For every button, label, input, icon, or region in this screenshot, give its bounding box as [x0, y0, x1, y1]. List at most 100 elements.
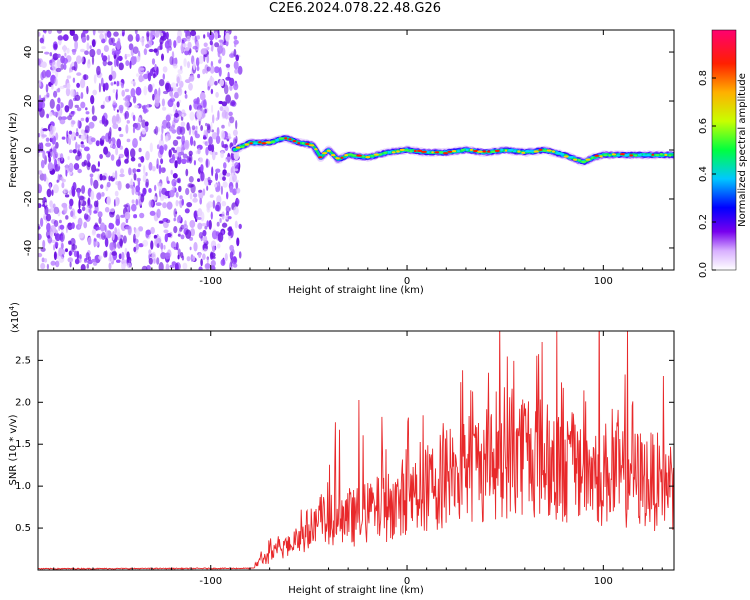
noise-blob: [145, 43, 150, 49]
noise-blob: [230, 99, 236, 106]
noise-blob: [225, 94, 232, 104]
snr-scale-note: (x104): [8, 302, 21, 333]
noise-blob: [88, 204, 93, 209]
noise-blob: [77, 188, 80, 198]
signal-peak: [344, 154, 349, 157]
noise-blob: [218, 66, 222, 77]
noise-blob: [87, 259, 93, 265]
noise-blob: [146, 32, 150, 42]
noise-blob: [138, 67, 145, 71]
noise-blob: [232, 188, 237, 196]
snr-panel: -100 0 100 0.5 1.0 1.5 2.0 2.5 Height of strai…: [8, 302, 675, 596]
noise-blob: [189, 74, 195, 82]
noise-blob: [85, 111, 90, 115]
noise-blob: [216, 243, 221, 249]
noise-blob: [216, 201, 222, 212]
noise-blob: [81, 161, 86, 167]
noise-blob: [39, 108, 45, 118]
noise-blob: [205, 122, 208, 127]
noise-blob: [114, 227, 118, 235]
noise-blob: [221, 222, 228, 228]
noise-blob: [204, 225, 208, 230]
noise-blob: [98, 255, 103, 260]
noise-blob: [152, 166, 156, 172]
noise-blob: [115, 218, 120, 226]
signal-peak: [469, 148, 473, 151]
noise-blob: [93, 200, 98, 208]
noise-blob: [166, 219, 171, 223]
noise-blob: [143, 48, 148, 56]
noise-blob: [120, 214, 125, 218]
noise-blob: [89, 45, 92, 50]
noise-blob: [173, 40, 177, 49]
noise-blob: [143, 104, 147, 115]
noise-blob: [47, 151, 51, 159]
noise-blob: [115, 159, 122, 167]
signal-peak: [624, 153, 630, 157]
noise-blob: [132, 46, 139, 54]
noise-blob: [199, 197, 202, 205]
signal-peak: [619, 153, 626, 156]
noise-blob: [189, 111, 195, 121]
noise-blob: [219, 79, 225, 87]
noise-blob: [233, 137, 236, 147]
noise-blob: [117, 37, 121, 45]
noise-blob: [45, 142, 52, 147]
noise-blob: [41, 46, 46, 50]
signal-peak: [452, 150, 457, 153]
noise-blob: [141, 38, 145, 47]
noise-blob: [65, 248, 68, 253]
noise-blob: [186, 155, 190, 164]
signal-peak: [261, 142, 267, 145]
noise-blob: [161, 119, 168, 129]
colorbar-tick-label: 0.2: [698, 214, 709, 230]
noise-blob: [135, 86, 142, 96]
noise-blob: [133, 173, 137, 181]
noise-blob: [96, 48, 102, 56]
noise-blob: [162, 73, 165, 80]
noise-blob: [136, 73, 139, 77]
noise-blob: [123, 204, 129, 208]
noise-blob: [225, 205, 230, 213]
noise-blob: [61, 182, 65, 189]
noise-blob: [135, 33, 140, 43]
noise-blob: [233, 82, 239, 91]
noise-blob: [227, 227, 233, 232]
noise-blob: [140, 156, 145, 163]
noise-blob: [91, 164, 97, 173]
signal-peak: [472, 149, 479, 153]
noise-blob: [164, 190, 171, 197]
spectrogram-y-tick-label: -40: [23, 240, 34, 256]
noise-blob: [215, 117, 219, 121]
noise-blob: [211, 104, 214, 114]
noise-blob: [178, 214, 182, 222]
noise-blob: [166, 201, 173, 210]
noise-blob: [63, 190, 66, 195]
signal-peak: [646, 154, 651, 157]
colorbar-ticks: 0.0 0.2 0.4 0.6 0.8: [698, 70, 716, 278]
noise-blob: [197, 208, 203, 217]
noise-blob: [91, 258, 96, 263]
noise-blob: [165, 135, 169, 142]
noise-blob: [125, 226, 131, 230]
noise-blob: [80, 134, 86, 141]
noise-blob: [101, 175, 107, 181]
noise-blob: [214, 80, 218, 86]
noise-blob: [173, 226, 178, 234]
noise-blob: [170, 82, 177, 89]
signal-peak: [443, 152, 448, 155]
noise-blob: [135, 243, 140, 250]
noise-blob: [140, 193, 145, 203]
noise-blob: [49, 183, 52, 190]
noise-blob: [50, 231, 54, 238]
noise-blob: [164, 40, 170, 49]
noise-blob: [198, 252, 202, 258]
noise-blob: [171, 261, 177, 266]
noise-blob: [81, 144, 85, 149]
noise-blob: [229, 84, 233, 91]
noise-blob: [91, 115, 98, 122]
noise-blob: [150, 226, 156, 235]
noise-blob: [74, 258, 80, 265]
noise-blob: [91, 55, 95, 66]
noise-blob: [74, 136, 76, 141]
